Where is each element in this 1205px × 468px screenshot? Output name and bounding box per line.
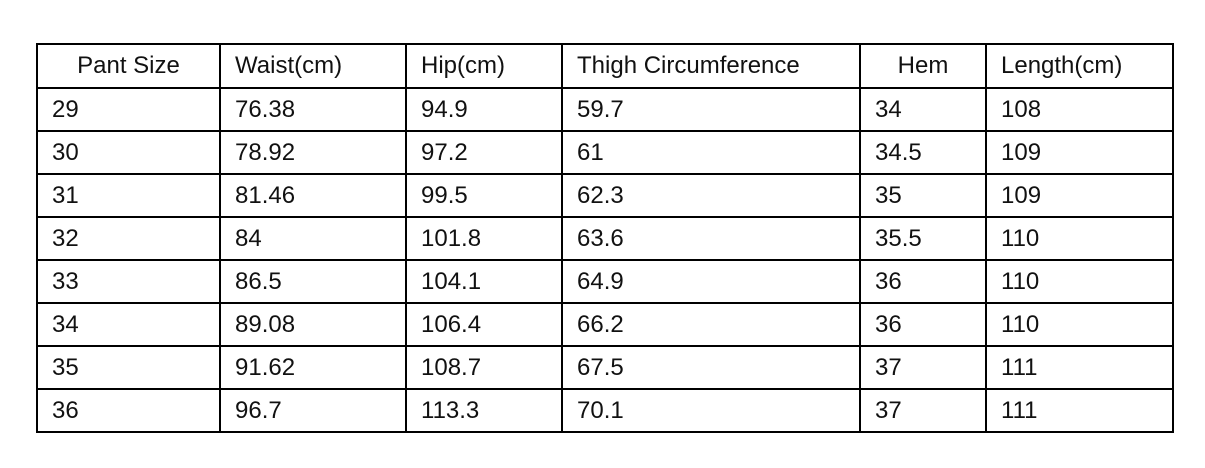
table-row: 32 84 101.8 63.6 35.5 110: [36, 216, 1174, 261]
table-cell: 110: [985, 259, 1174, 304]
table-cell: 29: [36, 87, 221, 132]
table-cell: 109: [985, 130, 1174, 175]
header-cell: Thigh Circumference: [561, 43, 861, 89]
table-row: 36 96.7 113.3 70.1 37 111: [36, 388, 1174, 433]
header-cell: Length(cm): [985, 43, 1174, 89]
table-cell: 37: [859, 388, 987, 433]
table-cell: 64.9: [561, 259, 861, 304]
table-cell: 101.8: [405, 216, 563, 261]
table-cell: 35: [36, 345, 221, 390]
table-cell: 108.7: [405, 345, 563, 390]
table-row: 35 91.62 108.7 67.5 37 111: [36, 345, 1174, 390]
table-cell: 86.5: [219, 259, 407, 304]
table-cell: 109: [985, 173, 1174, 218]
table-cell: 97.2: [405, 130, 563, 175]
table-row: 29 76.38 94.9 59.7 34 108: [36, 87, 1174, 132]
table-cell: 113.3: [405, 388, 563, 433]
table-cell: 94.9: [405, 87, 563, 132]
table-cell: 106.4: [405, 302, 563, 347]
table-cell: 33: [36, 259, 221, 304]
table-row: 31 81.46 99.5 62.3 35 109: [36, 173, 1174, 218]
table-cell: 37: [859, 345, 987, 390]
table-cell: 104.1: [405, 259, 563, 304]
table-cell: 30: [36, 130, 221, 175]
table-cell: 110: [985, 216, 1174, 261]
table-cell: 66.2: [561, 302, 861, 347]
table-cell: 78.92: [219, 130, 407, 175]
table-cell: 34: [36, 302, 221, 347]
table-cell: 61: [561, 130, 861, 175]
table-cell: 63.6: [561, 216, 861, 261]
header-cell: Pant Size: [36, 43, 221, 89]
table-cell: 81.46: [219, 173, 407, 218]
table-cell: 34: [859, 87, 987, 132]
table-cell: 36: [36, 388, 221, 433]
table-cell: 59.7: [561, 87, 861, 132]
table-cell: 96.7: [219, 388, 407, 433]
table-cell: 36: [859, 302, 987, 347]
table-cell: 111: [985, 345, 1174, 390]
table-cell: 110: [985, 302, 1174, 347]
table-cell: 91.62: [219, 345, 407, 390]
table-cell: 99.5: [405, 173, 563, 218]
table-cell: 31: [36, 173, 221, 218]
header-cell: Hem: [859, 43, 987, 89]
header-row: Pant Size Waist(cm) Hip(cm) Thigh Circumfer…: [36, 43, 1174, 89]
table-cell: 111: [985, 388, 1174, 433]
table-header: Pant Size Waist(cm) Hip(cm) Thigh Circumfer…: [36, 43, 1174, 89]
table-cell: 32: [36, 216, 221, 261]
table-cell: 84: [219, 216, 407, 261]
header-cell: Waist(cm): [219, 43, 407, 89]
table-cell: 108: [985, 87, 1174, 132]
table-row: 30 78.92 97.2 61 34.5 109: [36, 130, 1174, 175]
table-cell: 70.1: [561, 388, 861, 433]
table-cell: 35.5: [859, 216, 987, 261]
table-row: 34 89.08 106.4 66.2 36 110: [36, 302, 1174, 347]
table-cell: 89.08: [219, 302, 407, 347]
table-cell: 35: [859, 173, 987, 218]
size-table: Pant Size Waist(cm) Hip(cm) Thigh Circumfer…: [36, 43, 1174, 433]
table-cell: 36: [859, 259, 987, 304]
table-body: 29 76.38 94.9 59.7 34 108 30 78.92 97.2 61 34.5 109…: [36, 87, 1174, 433]
table-row: 33 86.5 104.1 64.9 36 110: [36, 259, 1174, 304]
table-cell: 34.5: [859, 130, 987, 175]
table-cell: 67.5: [561, 345, 861, 390]
header-cell: Hip(cm): [405, 43, 563, 89]
table-cell: 62.3: [561, 173, 861, 218]
table-cell: 76.38: [219, 87, 407, 132]
